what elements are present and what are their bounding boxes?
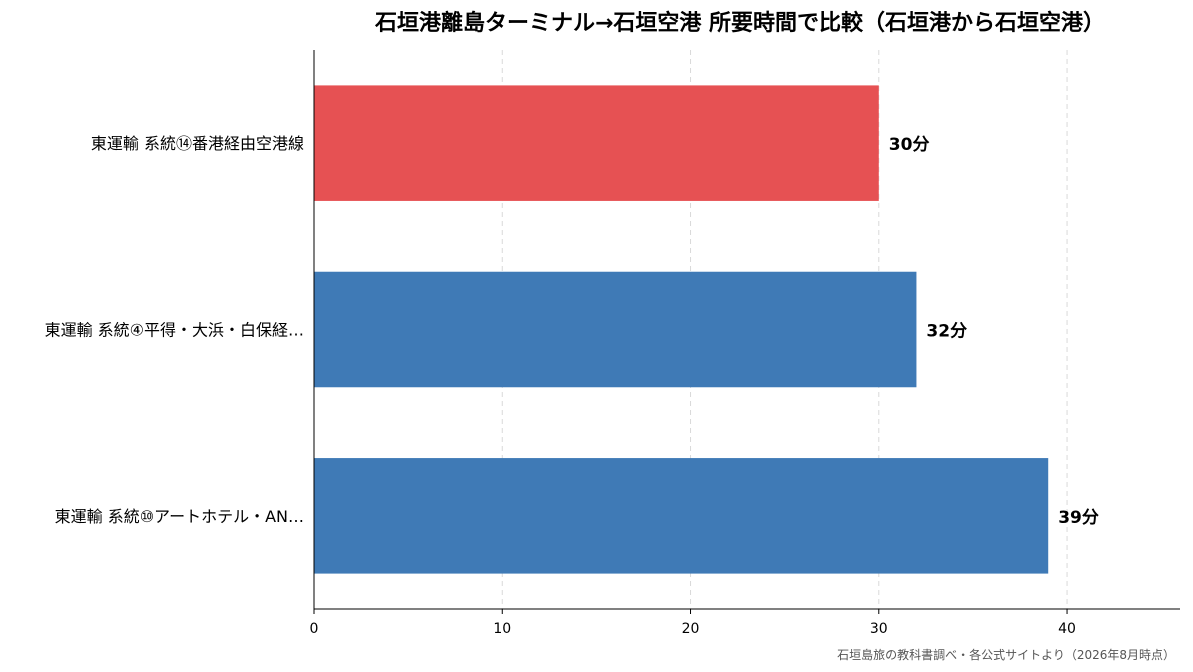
bar — [314, 85, 879, 201]
bar — [314, 271, 917, 388]
category-label: 東運輸 系統⑭番港経由空港線 — [91, 134, 304, 153]
value-labels: 30分 32分 39分 — [889, 135, 1099, 528]
value-label: 32分 — [926, 322, 967, 342]
bar — [314, 458, 1049, 574]
axes — [313, 50, 1180, 610]
x-tick-label: 0 — [310, 621, 319, 637]
x-tick-label: 30 — [870, 621, 888, 637]
category-label: 東運輸 系統⑩アートホテル・AN… — [55, 507, 304, 526]
x-tick-label: 20 — [682, 621, 700, 637]
value-label: 30分 — [889, 135, 930, 155]
chart-title: 石垣港離島ターミナル→石垣空港 所要時間で比較（石垣港から石垣空港） — [374, 10, 1105, 36]
x-axis-ticks: 0 10 20 30 40 — [310, 609, 1076, 637]
value-label: 39分 — [1058, 508, 1099, 528]
source-note: 石垣島旅の教科書調べ・各公式サイトより（2026年8月時点） — [837, 647, 1175, 662]
x-tick-label: 40 — [1058, 621, 1076, 637]
category-label: 東運輸 系統④平得・大浜・白保経… — [45, 321, 304, 340]
bars — [314, 85, 1049, 574]
x-tick-label: 10 — [493, 621, 511, 637]
